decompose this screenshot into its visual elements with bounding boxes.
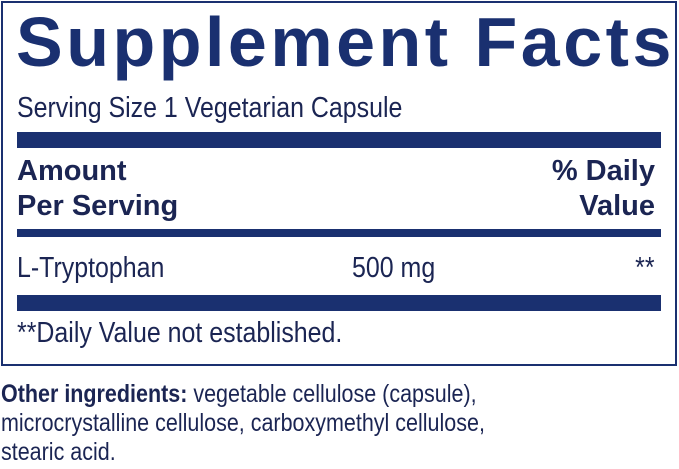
thick-divider <box>17 132 661 148</box>
other-ingredients-label: Other ingredients: <box>1 380 188 408</box>
amount-header: Amount Per Serving <box>17 155 179 222</box>
daily-value-header: % Daily Value <box>551 155 655 222</box>
ingredient-amount: 500 mg <box>352 252 436 284</box>
serving-size: Serving Size 1 Vegetarian Capsule <box>17 92 403 124</box>
ingredient-name: L-Tryptophan <box>17 252 165 284</box>
ingredient-dv: ** <box>635 252 655 284</box>
supplement-facts-panel <box>1 1 677 366</box>
footnote: **Daily Value not established. <box>17 317 343 349</box>
other-ingredients: Other ingredients: vegetable cellulose (… <box>1 380 485 466</box>
divider <box>17 229 661 237</box>
panel-title: Supplement Facts <box>16 3 675 81</box>
thick-divider <box>17 295 661 311</box>
